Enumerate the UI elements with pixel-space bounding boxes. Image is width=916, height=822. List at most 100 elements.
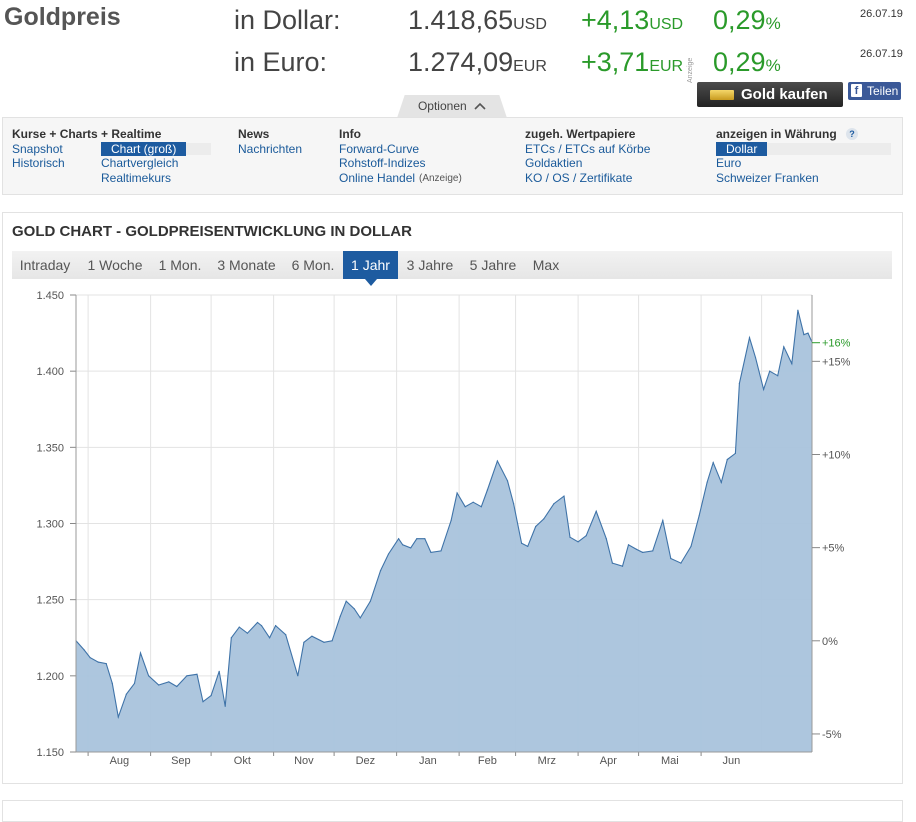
usd-percent-value: 0,29 xyxy=(713,5,766,35)
data-point xyxy=(303,641,305,643)
data-point xyxy=(763,388,765,390)
eur-change: +3,71EUR xyxy=(581,47,683,78)
y-tick-label: 1.450 xyxy=(36,290,64,302)
tab-3-monate[interactable]: 3 Monate xyxy=(217,257,276,273)
tab-5-jahre[interactable]: 5 Jahre xyxy=(469,257,517,273)
eur-label: in Euro: xyxy=(234,47,328,77)
current-change-label: +16% xyxy=(822,338,851,350)
nav-heading-wertpapiere: zugeh. Wertpapiere xyxy=(525,127,636,141)
data-point xyxy=(738,382,741,384)
nav-link-rohstoff-indizes[interactable]: Rohstoff-Indizes xyxy=(339,156,426,170)
facebook-share-button[interactable]: f Teilen xyxy=(848,82,901,100)
gold-kaufen-button[interactable]: Gold kaufen xyxy=(697,82,843,107)
tab-6-monate[interactable]: 6 Mon. xyxy=(291,257,335,273)
eur-percent-value: 0,29 xyxy=(713,47,766,77)
x-tick-label: Jan xyxy=(419,755,437,767)
currency-chf[interactable]: Schweizer Franken xyxy=(716,171,819,185)
data-point xyxy=(117,716,119,718)
data-point xyxy=(777,375,779,377)
data-point xyxy=(803,334,805,336)
nav-link-forward-curve[interactable]: Forward-Curve xyxy=(339,142,420,156)
eur-change-unit: EUR xyxy=(649,58,684,75)
data-point xyxy=(196,673,198,675)
data-point xyxy=(706,481,708,483)
page-title: Goldpreis xyxy=(4,3,121,31)
data-point xyxy=(611,562,614,564)
usd-price: 1.418,65USD xyxy=(408,5,547,36)
help-icon[interactable]: ? xyxy=(846,128,858,140)
data-point xyxy=(652,550,654,552)
percent-tick-label: +5% xyxy=(822,543,845,555)
tab-1-jahr[interactable]: 1 Jahr xyxy=(343,251,398,286)
nav-link-snapshot[interactable]: Snapshot xyxy=(12,142,63,156)
x-tick-label: Apr xyxy=(600,755,617,767)
data-point xyxy=(331,640,333,642)
tab-max[interactable]: Max xyxy=(532,257,560,273)
tab-3-jahre[interactable]: 3 Jahre xyxy=(406,257,454,273)
data-point xyxy=(595,510,597,512)
currency-dollar[interactable]: Dollar xyxy=(716,142,768,156)
data-point xyxy=(83,649,85,651)
timeframe-tabbar xyxy=(12,251,892,279)
data-point xyxy=(734,452,737,454)
data-point xyxy=(297,675,299,677)
data-point xyxy=(238,626,240,628)
nav-link-etcs[interactable]: ETCs / ETCs auf Körbe xyxy=(525,142,651,156)
nav-link-goldaktien[interactable]: Goldaktien xyxy=(525,156,583,170)
usd-price-value: 1.418,65 xyxy=(408,5,514,35)
next-section-box xyxy=(2,800,903,822)
share-label: Teilen xyxy=(867,84,899,98)
y-tick-label: 1.200 xyxy=(36,671,64,683)
nav-heading-info: Info xyxy=(339,127,361,141)
currency-euro[interactable]: Euro xyxy=(716,156,742,170)
tab-intraday[interactable]: Intraday xyxy=(19,257,71,273)
data-point xyxy=(186,675,188,677)
nav-link-nachrichten[interactable]: Nachrichten xyxy=(238,142,303,156)
navigation-panel xyxy=(2,117,903,195)
options-toggle[interactable]: Optionen xyxy=(397,95,507,118)
x-tick-label: Dez xyxy=(356,755,376,767)
data-point xyxy=(748,337,751,339)
x-tick-label: Okt xyxy=(234,755,251,767)
data-point xyxy=(111,682,113,684)
tab-1-monat[interactable]: 1 Mon. xyxy=(158,257,202,273)
chevron-up-icon xyxy=(474,102,486,110)
data-point xyxy=(690,545,692,547)
nav-link-online-handel[interactable]: Online Handel xyxy=(339,171,416,185)
nav-link-zertifikate[interactable]: KO / OS / Zertifikate xyxy=(525,171,633,185)
data-point xyxy=(202,701,204,703)
data-point xyxy=(323,641,325,643)
data-point xyxy=(769,370,771,372)
data-point xyxy=(754,356,757,359)
y-tick-label: 1.400 xyxy=(36,366,64,378)
data-point xyxy=(369,600,371,602)
data-point xyxy=(230,637,232,639)
eur-price: 1.274,09EUR xyxy=(408,47,547,78)
data-point xyxy=(513,503,515,505)
nav-link-historisch[interactable]: Historisch xyxy=(12,156,65,170)
data-point xyxy=(218,670,220,672)
data-point xyxy=(269,637,271,639)
nav-link-chart-gross[interactable]: Chart (groß) xyxy=(101,142,187,156)
nav-link-realtimekurs[interactable]: Realtimekurs xyxy=(101,171,172,185)
tab-1-woche[interactable]: 1 Woche xyxy=(87,257,143,273)
x-tick-label: Sep xyxy=(171,755,191,767)
data-point xyxy=(527,545,529,547)
data-point xyxy=(387,553,390,555)
data-point xyxy=(662,519,664,522)
eur-percent-unit: % xyxy=(765,56,781,75)
data-point xyxy=(720,481,722,483)
data-point xyxy=(712,462,714,464)
ad-label: Anzeige xyxy=(687,57,694,83)
data-point xyxy=(224,705,226,707)
gold-price-chart[interactable]: 1.150 1.200 1.250 1.300 1.350 1.400 1.450 Aug Se… xyxy=(0,280,916,775)
eur-date: 26.07.19 xyxy=(860,48,903,60)
data-point xyxy=(456,492,458,494)
percent-tick-label: +15% xyxy=(822,356,851,368)
data-point xyxy=(139,652,142,654)
data-point xyxy=(521,542,523,544)
y-tick-label: 1.150 xyxy=(36,747,64,759)
data-point xyxy=(486,489,488,491)
nav-link-chartvergleich[interactable]: Chartvergleich xyxy=(101,156,179,170)
eur-price-unit: EUR xyxy=(513,58,547,75)
